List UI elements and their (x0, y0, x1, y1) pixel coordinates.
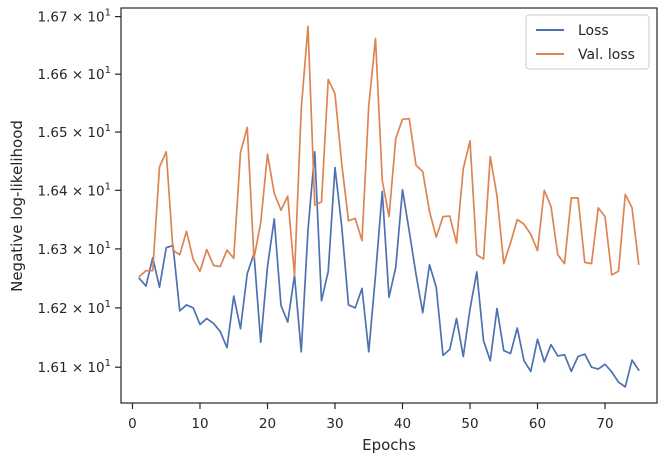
val-loss-series-line (138, 25, 640, 278)
legend-box (525, 14, 650, 70)
y-tick-label: 1.62 × 101 (37, 299, 111, 317)
x-tick-label: 60 (529, 416, 546, 432)
x-tick-label: 10 (191, 416, 208, 432)
y-tick-label: 1.66 × 101 (37, 65, 111, 83)
y-tick-label: 1.63 × 101 (37, 240, 111, 258)
legend: Loss Val. loss (525, 14, 650, 70)
x-tick-label: 40 (394, 416, 411, 432)
y-axis: 1.61 × 101 1.62 × 101 1.63 × 101 1.64 × 101… (37, 8, 121, 376)
x-tick-label: 70 (596, 416, 613, 432)
y-tick-label: 1.67 × 101 (37, 8, 111, 26)
x-tick-label: 20 (259, 416, 276, 432)
y-tick-label: 1.61 × 101 (37, 358, 111, 376)
y-tick-label: 1.65 × 101 (37, 123, 111, 141)
loss-series-line (138, 150, 640, 388)
legend-label-loss: Loss (578, 23, 609, 39)
x-tick-label: 30 (326, 416, 343, 432)
x-tick-label: 0 (128, 416, 137, 432)
x-axis: 0 10 20 30 40 50 60 70 (128, 403, 614, 432)
y-tick-label: 1.64 × 101 (37, 181, 111, 199)
y-axis-label: Negative log-likelihood (8, 120, 26, 292)
x-axis-label: Epochs (362, 436, 416, 454)
series-layer (138, 25, 640, 388)
plot-area-frame (120, 7, 658, 404)
legend-label-val-loss: Val. loss (578, 47, 635, 63)
x-tick-label: 50 (461, 416, 478, 432)
